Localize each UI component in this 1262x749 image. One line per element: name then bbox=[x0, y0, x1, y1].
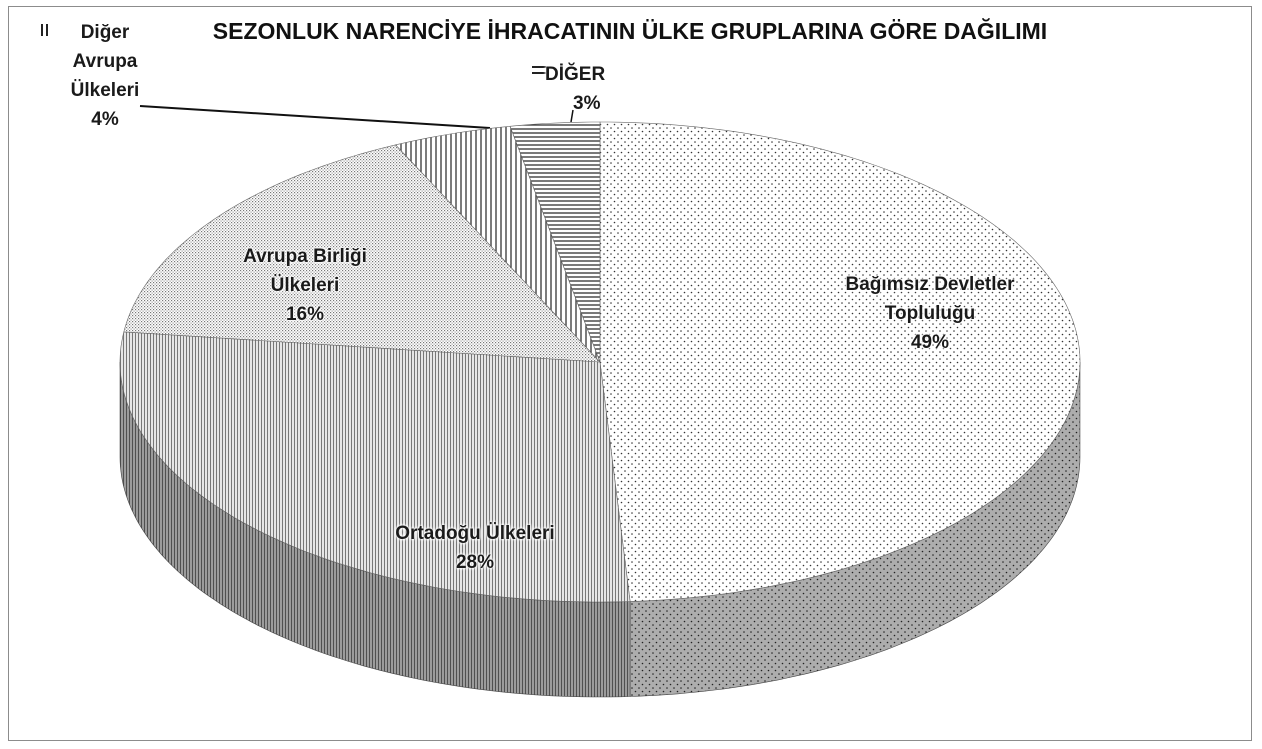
data-label: Diğer Avrupa Ülkeleri 4% bbox=[55, 18, 155, 134]
data-label: Avrupa Birliği Ülkeleri 16% bbox=[215, 242, 395, 329]
category-label: DİĞER bbox=[545, 64, 606, 85]
slice-side-shade bbox=[120, 362, 631, 697]
pie-tops bbox=[119, 121, 1081, 603]
leader-line bbox=[139, 105, 491, 129]
value-label: 4% bbox=[91, 109, 119, 130]
category-label: Avrupa Birliği Ülkeleri bbox=[243, 246, 367, 296]
slice bbox=[119, 331, 631, 603]
leader-line bbox=[570, 109, 574, 123]
slice bbox=[395, 125, 601, 363]
value-label: 16% bbox=[285, 304, 325, 325]
data-label: DİĞER 3% bbox=[545, 60, 635, 118]
slice bbox=[599, 121, 1081, 602]
data-label: Ortadoğu Ülkeleri 28% bbox=[340, 519, 610, 577]
data-label: Bağımsız Devletler Topluluğu 49% bbox=[815, 270, 1045, 357]
value-label: 28% bbox=[455, 552, 495, 573]
chart-frame bbox=[8, 6, 1252, 741]
category-label: Ortadoğu Ülkeleri bbox=[395, 523, 555, 544]
legend-swatch bbox=[41, 24, 546, 74]
value-label: 49% bbox=[910, 332, 950, 353]
value-label: 3% bbox=[573, 93, 601, 114]
slice-side-shade bbox=[630, 362, 1080, 697]
category-label: Diğer Avrupa Ülkeleri bbox=[70, 22, 140, 101]
slice bbox=[123, 144, 601, 363]
chart-title: SEZONLUK NARENCİYE İHRACATININ ÜLKE GRUP… bbox=[212, 18, 1048, 44]
slice bbox=[509, 121, 601, 363]
category-label: Bağımsız Devletler Topluluğu bbox=[845, 274, 1015, 324]
